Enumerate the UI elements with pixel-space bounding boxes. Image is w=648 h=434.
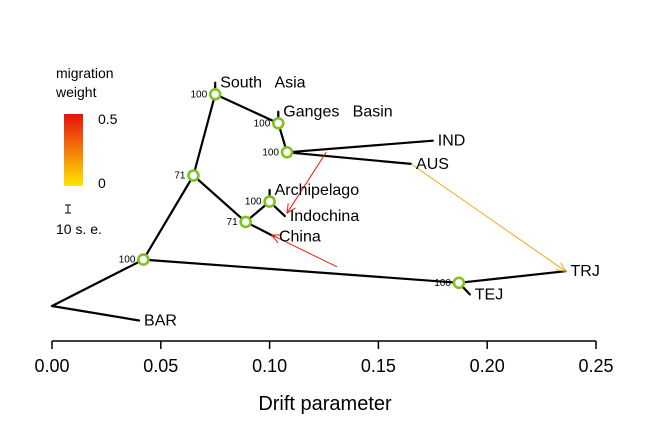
- node-n8: [452, 276, 466, 290]
- tree-edge-n8-TRJ: [457, 270, 567, 284]
- node-n5: [280, 146, 294, 159]
- scale-bar-icon: [65, 204, 71, 214]
- x-tick-label-0.10: 0.10: [252, 356, 287, 376]
- migration-weight-legend: migration weight 0.5 0 10 s. e.: [55, 65, 118, 237]
- migration-line: [410, 163, 566, 272]
- support-label-n5: 100: [262, 147, 279, 158]
- tip-label-Indochina: Indochina: [290, 208, 359, 225]
- tree-edge-root-BAR: [50, 304, 141, 322]
- migration-arrow-3: [410, 163, 567, 272]
- migration-line: [271, 234, 338, 268]
- migration-arrowhead: [270, 234, 282, 244]
- node-n3: [208, 88, 222, 101]
- legend-scale-label: 10 s. e.: [56, 221, 102, 237]
- support-label-n7: 100: [245, 197, 262, 208]
- tree-edge-n1-n8: [142, 258, 461, 284]
- legend-title-line1: migration: [56, 65, 114, 81]
- support-label-n3: 100: [191, 89, 208, 100]
- x-tick-label-0.20: 0.20: [470, 356, 505, 376]
- node-n1: [137, 253, 150, 266]
- node-n6: [239, 215, 252, 229]
- tip-label-China: China: [279, 228, 321, 245]
- tree-edge-n3-n4: [214, 93, 280, 125]
- x-axis: 0.00 0.05 0.10 0.15 0.20 0.25: [34, 340, 614, 376]
- x-tick-label-0.25: 0.25: [578, 356, 613, 376]
- support-label-n6: 71: [227, 217, 239, 228]
- support-label-n8: 100: [434, 278, 451, 289]
- support-label-n4: 100: [254, 118, 271, 129]
- tip-label-Archipelago: Archipelago: [275, 182, 360, 199]
- tree-edge-n1-n2: [142, 174, 195, 261]
- legend-title-line2: weight: [55, 84, 97, 100]
- legend-min-label: 0: [98, 175, 106, 191]
- support-label-n1: 100: [119, 255, 136, 266]
- migration-arrow-2: [270, 234, 338, 268]
- support-label-n2: 71: [174, 171, 186, 182]
- tip-label-IND: IND: [438, 133, 466, 150]
- x-tick-label-0.00: 0.00: [34, 356, 69, 376]
- x-tick-label-0.15: 0.15: [361, 356, 396, 376]
- tree-edge-n2-n3: [192, 93, 217, 177]
- node-n7: [263, 195, 276, 208]
- tree-edge-n5-IND: [285, 139, 434, 154]
- node-n4: [272, 117, 285, 130]
- migration-arrowhead: [555, 262, 567, 272]
- migration-arrowhead: [286, 203, 296, 215]
- tip-labels: BAR South Asia Ganges Basin IND AUS Archipela…: [144, 75, 600, 330]
- x-axis-label: Drift parameter: [258, 393, 392, 415]
- tip-label-TEJ: TEJ: [475, 286, 503, 303]
- migration-arrow-1: [286, 152, 327, 215]
- legend-color-bar: [64, 114, 83, 186]
- legend-max-label: 0.5: [98, 111, 118, 127]
- tree-edge-n2-n6: [192, 174, 247, 223]
- migration-line: [286, 152, 327, 214]
- node-n2: [187, 169, 200, 182]
- tree-nodes: 100 71 100 100 100 71 100 100: [119, 88, 466, 290]
- tree-edge-root-n1: [50, 258, 145, 308]
- tip-label-GangesBasin: Ganges Basin: [283, 104, 392, 121]
- tip-label-SouthAsia: South Asia: [220, 75, 305, 92]
- tip-label-TRJ: TRJ: [571, 263, 600, 280]
- x-tick-label-0.05: 0.05: [143, 356, 178, 376]
- tip-label-BAR: BAR: [144, 313, 177, 330]
- tree-edge-n5-AUS: [285, 151, 413, 165]
- tip-label-AUS: AUS: [416, 156, 449, 173]
- migration-edges: [270, 152, 567, 272]
